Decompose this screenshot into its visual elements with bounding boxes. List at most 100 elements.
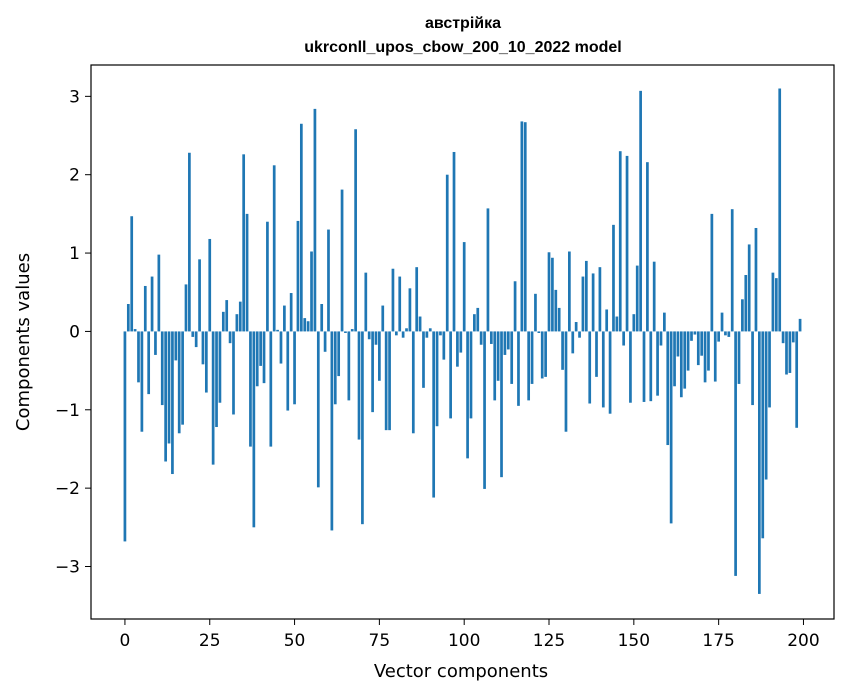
bar-157 bbox=[656, 331, 659, 396]
bar-89 bbox=[425, 331, 429, 338]
bar-130 bbox=[564, 331, 568, 432]
bar-172 bbox=[707, 331, 710, 371]
bar-121 bbox=[534, 293, 537, 332]
bar-35 bbox=[242, 154, 246, 332]
bar-132 bbox=[571, 331, 575, 354]
bar-195 bbox=[785, 331, 788, 375]
y-tick-label--2: −2 bbox=[55, 479, 80, 499]
bar-181 bbox=[737, 331, 741, 384]
bar-64 bbox=[340, 189, 344, 332]
bar-186 bbox=[754, 227, 758, 332]
bar-153 bbox=[642, 331, 646, 402]
bar-33 bbox=[235, 314, 239, 332]
bar-187 bbox=[758, 331, 761, 594]
bar-167 bbox=[690, 331, 693, 341]
bar-79 bbox=[391, 268, 395, 332]
bar-20 bbox=[191, 331, 195, 337]
bar-196 bbox=[788, 331, 792, 373]
bar-197 bbox=[791, 331, 795, 343]
x-tick-label-0: 0 bbox=[120, 631, 131, 651]
bar-39 bbox=[255, 331, 259, 387]
bar-11 bbox=[160, 331, 164, 406]
bar-104 bbox=[476, 307, 480, 332]
bar-198 bbox=[795, 331, 799, 428]
bar-125 bbox=[547, 252, 551, 332]
bar-146 bbox=[618, 151, 622, 332]
bar-86 bbox=[415, 267, 419, 332]
bar-32 bbox=[232, 331, 235, 415]
bar-168 bbox=[693, 331, 697, 335]
bar-119 bbox=[527, 331, 531, 401]
bar-188 bbox=[761, 331, 765, 539]
bar-14 bbox=[171, 331, 174, 475]
bar-183 bbox=[744, 275, 748, 332]
bar-56 bbox=[313, 108, 317, 332]
bar-96 bbox=[449, 331, 452, 419]
bar-134 bbox=[578, 331, 581, 338]
y-tick-label-1: 1 bbox=[69, 244, 80, 264]
y-axis-label: Components values bbox=[13, 253, 34, 431]
x-tick-label-125: 125 bbox=[533, 631, 565, 651]
bar-159 bbox=[663, 312, 666, 332]
bar-114 bbox=[510, 331, 514, 384]
bar-0 bbox=[123, 331, 127, 542]
bar-199 bbox=[798, 318, 802, 332]
bar-150 bbox=[632, 314, 636, 332]
bar-95 bbox=[445, 174, 449, 332]
bar-74 bbox=[374, 331, 378, 345]
bar-128 bbox=[557, 307, 561, 332]
bar-1 bbox=[126, 304, 130, 332]
bar-55 bbox=[310, 251, 313, 332]
bar-126 bbox=[551, 257, 554, 332]
bar-182 bbox=[741, 299, 744, 332]
bar-106 bbox=[483, 331, 486, 489]
bar-166 bbox=[686, 331, 690, 371]
bar-58 bbox=[320, 304, 324, 332]
bar-48 bbox=[286, 331, 290, 411]
bar-12 bbox=[164, 331, 167, 462]
bars-group bbox=[123, 88, 802, 594]
bar-156 bbox=[652, 261, 656, 332]
bar-21 bbox=[194, 331, 198, 348]
bar-170 bbox=[700, 331, 704, 356]
bar-110 bbox=[496, 331, 500, 381]
bar-4 bbox=[137, 331, 140, 383]
bar-57 bbox=[316, 331, 320, 488]
bar-141 bbox=[601, 331, 605, 408]
bar-189 bbox=[764, 331, 768, 480]
bar-142 bbox=[605, 309, 609, 332]
bar-171 bbox=[703, 331, 707, 383]
bar-143 bbox=[608, 331, 612, 414]
bar-87 bbox=[418, 316, 422, 332]
bar-147 bbox=[622, 331, 626, 346]
bar-19 bbox=[188, 152, 191, 332]
bar-145 bbox=[615, 316, 619, 332]
bar-49 bbox=[289, 293, 293, 332]
bar-76 bbox=[381, 305, 385, 332]
bar-90 bbox=[428, 328, 432, 332]
bar-178 bbox=[727, 331, 731, 337]
bar-73 bbox=[371, 331, 374, 413]
bar-88 bbox=[422, 331, 425, 388]
bar-98 bbox=[456, 331, 459, 367]
bar-151 bbox=[635, 265, 639, 332]
y-tick-label-2: 2 bbox=[69, 166, 80, 186]
bar-9 bbox=[154, 331, 157, 355]
bar-179 bbox=[730, 209, 734, 332]
bar-113 bbox=[506, 331, 510, 350]
bar-184 bbox=[747, 244, 751, 332]
bar-127 bbox=[554, 289, 558, 332]
bar-83 bbox=[405, 328, 408, 332]
bar-17 bbox=[181, 331, 184, 425]
bar-22 bbox=[198, 259, 201, 332]
bar-97 bbox=[452, 151, 456, 332]
bar-136 bbox=[584, 260, 588, 332]
bar-40 bbox=[259, 331, 262, 366]
bar-37 bbox=[249, 331, 252, 447]
chart-title: австрійка bbox=[425, 15, 501, 32]
y-tick-label-3: 3 bbox=[69, 87, 80, 107]
bar-122 bbox=[537, 331, 541, 333]
bar-5 bbox=[140, 331, 144, 432]
bar-25 bbox=[208, 238, 212, 332]
